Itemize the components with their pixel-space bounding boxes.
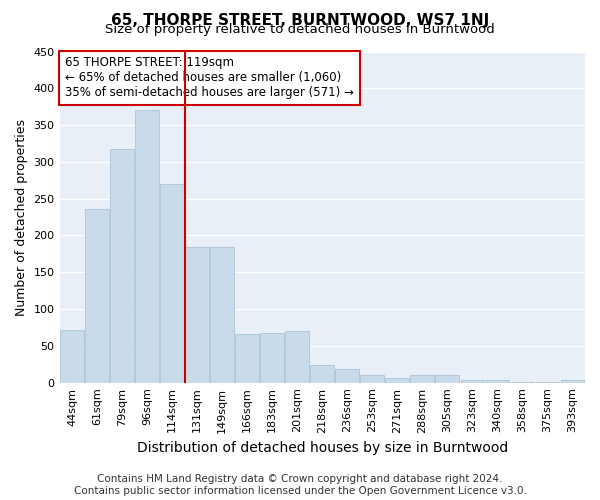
Bar [485,380,509,382]
Bar [85,209,109,382]
Bar [335,368,359,382]
Bar [185,248,209,382]
Text: 65 THORPE STREET: 119sqm
← 65% of detached houses are smaller (1,060)
35% of sem: 65 THORPE STREET: 119sqm ← 65% of detach… [65,56,353,100]
Bar [560,380,584,382]
Bar [361,374,384,382]
Text: Contains HM Land Registry data © Crown copyright and database right 2024.
Contai: Contains HM Land Registry data © Crown c… [74,474,526,496]
Y-axis label: Number of detached properties: Number of detached properties [15,118,28,316]
Bar [310,365,334,382]
Text: 65, THORPE STREET, BURNTWOOD, WS7 1NJ: 65, THORPE STREET, BURNTWOOD, WS7 1NJ [111,12,489,28]
Bar [436,374,459,382]
Bar [235,334,259,382]
Bar [210,248,234,382]
Bar [110,148,134,382]
Text: Size of property relative to detached houses in Burntwood: Size of property relative to detached ho… [105,22,495,36]
Bar [410,374,434,382]
Bar [60,330,84,382]
Bar [160,184,184,382]
Bar [385,378,409,382]
Bar [135,110,159,382]
Bar [461,380,484,382]
Bar [260,332,284,382]
X-axis label: Distribution of detached houses by size in Burntwood: Distribution of detached houses by size … [137,441,508,455]
Bar [286,331,309,382]
